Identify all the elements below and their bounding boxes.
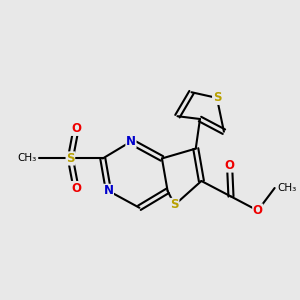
- Text: S: S: [213, 92, 221, 104]
- Text: S: S: [170, 198, 179, 212]
- Text: CH₃: CH₃: [278, 183, 297, 193]
- Text: O: O: [225, 159, 235, 172]
- Text: S: S: [66, 152, 75, 165]
- Text: O: O: [71, 182, 81, 194]
- Text: O: O: [71, 122, 81, 135]
- Text: N: N: [126, 135, 136, 148]
- Text: N: N: [103, 184, 113, 197]
- Text: O: O: [253, 204, 263, 217]
- Text: CH₃: CH₃: [17, 154, 37, 164]
